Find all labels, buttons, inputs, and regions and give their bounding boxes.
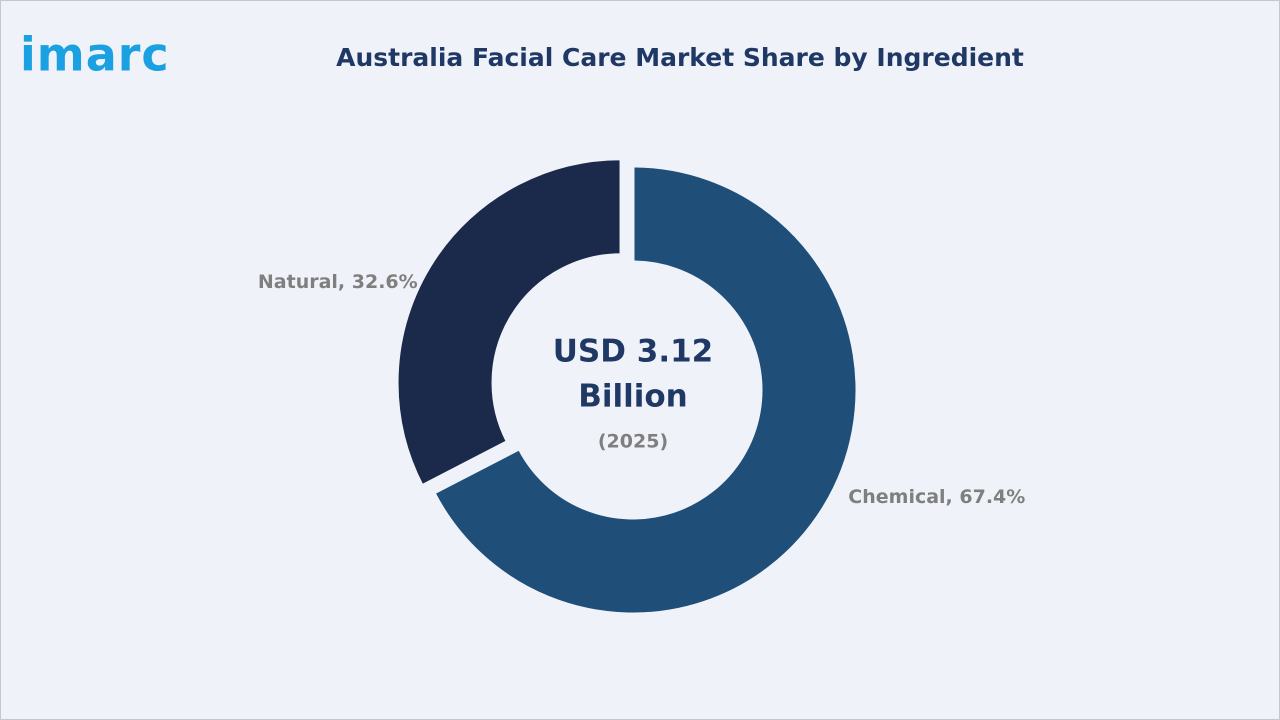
- donut-slice: [395, 157, 623, 488]
- chart-title: Australia Facial Care Market Share by In…: [336, 43, 1024, 72]
- slice-label: Chemical, 67.4%: [848, 486, 1025, 508]
- logo: imarc: [20, 28, 170, 82]
- center-label: Billion: [578, 379, 688, 415]
- slice-label: Natural, 32.6%: [258, 271, 418, 293]
- donut-slice: [432, 164, 859, 616]
- center-label: USD 3.12: [553, 334, 714, 370]
- center-sublabel: (2025): [598, 431, 668, 453]
